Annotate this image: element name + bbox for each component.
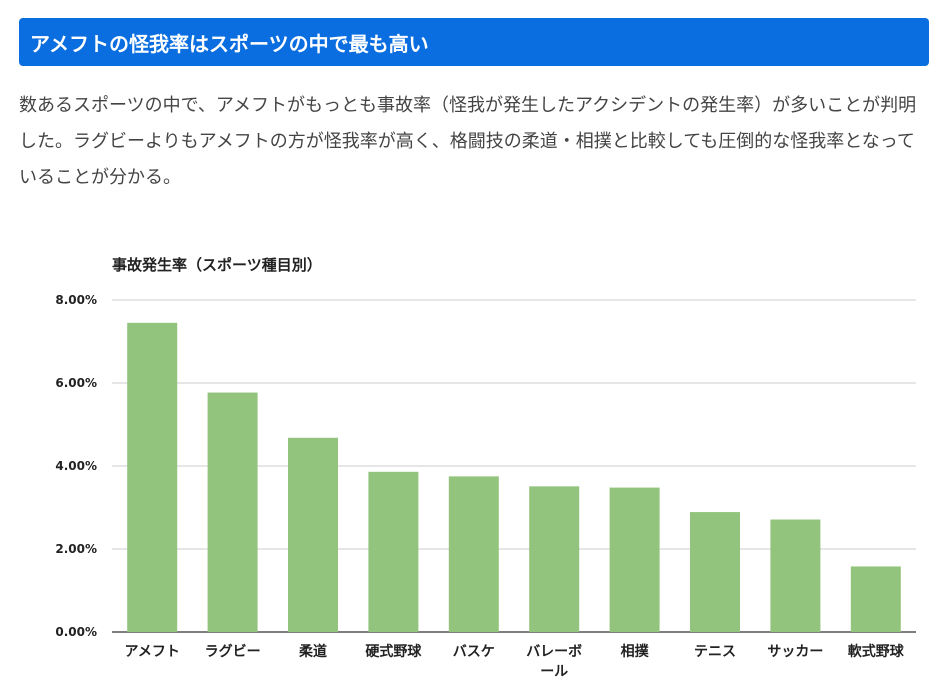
section-header: アメフトの怪我率はスポーツの中で最も高い (19, 18, 929, 66)
bar (368, 471, 419, 632)
y-tick-label: 4.00% (55, 459, 97, 473)
bar (529, 486, 580, 632)
chart-canvas: 事故発生率（スポーツ種目別） 0.00% 2.00% 4.00% 6.00% 8.00%… (55, 256, 916, 680)
bar (850, 566, 901, 632)
section-title: アメフトの怪我率はスポーツの中で最も高い (30, 31, 429, 56)
bar (609, 487, 660, 632)
x-tick-label: ール (540, 664, 568, 680)
x-tick-label: テニス (694, 644, 736, 660)
y-axis-ticks: 0.00% 2.00% 4.00% 6.00% 8.00% (55, 293, 97, 639)
x-tick-label: 柔道 (298, 643, 327, 660)
bar (127, 322, 178, 632)
x-tick-label: 硬式野球 (365, 643, 422, 660)
chart-title: 事故発生率（スポーツ種目別） (112, 256, 322, 274)
x-tick-label: サッカー (767, 644, 823, 660)
article-paragraph: 数あるスポーツの中で、アメフトがもっとも事故率（怪我が発生したアクシデントの発生… (19, 95, 917, 188)
y-tick-label: 6.00% (55, 376, 97, 390)
chart-bars (127, 322, 901, 632)
x-tick-label: バレーボ (526, 644, 582, 660)
x-tick-label: バスケ (453, 644, 495, 660)
x-tick-label: 相撲 (621, 643, 650, 660)
bar (690, 512, 740, 632)
x-tick-label: 軟式野球 (848, 643, 905, 660)
bar (288, 437, 338, 632)
y-tick-label: 8.00% (55, 293, 97, 307)
bar (770, 519, 821, 632)
bar-chart: 事故発生率（スポーツ種目別） 0.00% 2.00% 4.00% 6.00% 8.00%… (0, 240, 950, 681)
y-tick-label: 0.00% (55, 625, 97, 639)
x-tick-label: アメフト (125, 644, 180, 660)
y-tick-label: 2.00% (55, 542, 97, 556)
x-tick-label: ラグビー (205, 643, 261, 660)
bar (207, 392, 258, 632)
bar (448, 476, 499, 632)
